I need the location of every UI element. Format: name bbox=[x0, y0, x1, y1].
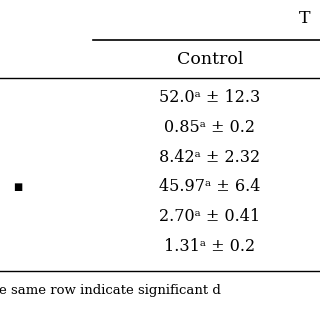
Text: 8.42ᵃ ± 2.32: 8.42ᵃ ± 2.32 bbox=[159, 148, 260, 166]
Text: 45.97ᵃ ± 6.4: 45.97ᵃ ± 6.4 bbox=[159, 178, 260, 196]
Text: Control: Control bbox=[177, 51, 243, 68]
Text: 2.70ᵃ ± 0.41: 2.70ᵃ ± 0.41 bbox=[159, 208, 260, 225]
Text: 1.31ᵃ ± 0.2: 1.31ᵃ ± 0.2 bbox=[164, 238, 255, 255]
Text: T: T bbox=[299, 10, 310, 27]
Text: 52.0ᵃ ± 12.3: 52.0ᵃ ± 12.3 bbox=[159, 89, 260, 106]
Text: 0.85ᵃ ± 0.2: 0.85ᵃ ± 0.2 bbox=[164, 119, 255, 136]
Text: e same row indicate significant d: e same row indicate significant d bbox=[0, 284, 220, 297]
Text: ■: ■ bbox=[13, 182, 22, 192]
